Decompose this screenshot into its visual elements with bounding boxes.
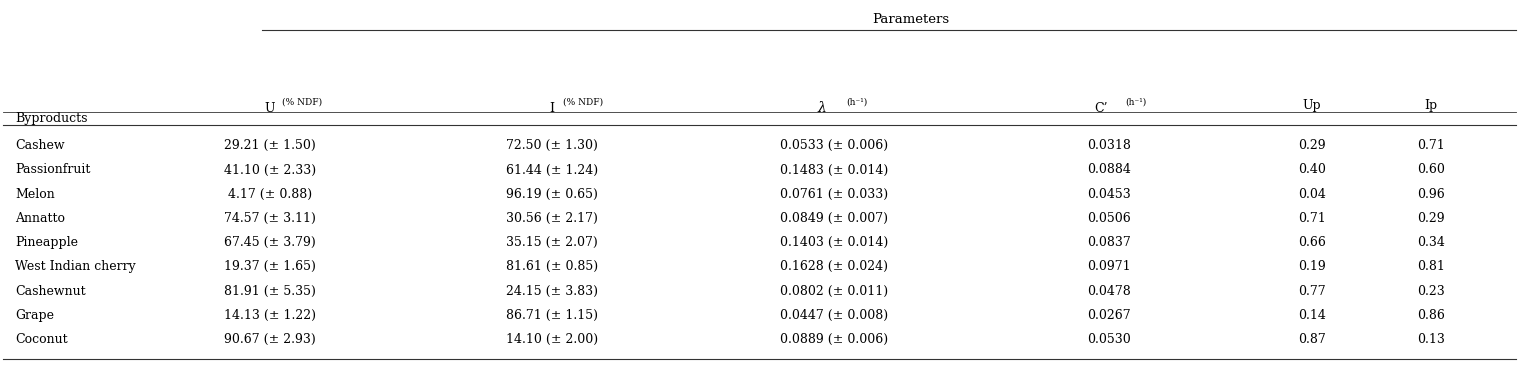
Text: 61.44 (± 1.24): 61.44 (± 1.24)	[505, 163, 599, 176]
Text: 0.1628 (± 0.024): 0.1628 (± 0.024)	[781, 261, 888, 273]
Text: 81.91 (± 5.35): 81.91 (± 5.35)	[224, 284, 315, 298]
Text: 90.67 (± 2.93): 90.67 (± 2.93)	[224, 333, 315, 346]
Text: 0.71: 0.71	[1416, 139, 1444, 152]
Text: 0.13: 0.13	[1416, 333, 1445, 346]
Text: 14.10 (± 2.00): 14.10 (± 2.00)	[505, 333, 599, 346]
Text: 0.0530: 0.0530	[1087, 333, 1130, 346]
Text: Pineapple: Pineapple	[15, 236, 78, 249]
Text: 0.66: 0.66	[1298, 236, 1326, 249]
Text: 0.0533 (± 0.006): 0.0533 (± 0.006)	[781, 139, 888, 152]
Text: 0.86: 0.86	[1416, 309, 1445, 322]
Text: 0.0889 (± 0.006): 0.0889 (± 0.006)	[781, 333, 888, 346]
Text: 0.0837: 0.0837	[1087, 236, 1130, 249]
Text: 0.0971: 0.0971	[1087, 261, 1130, 273]
Text: (% NDF): (% NDF)	[562, 97, 603, 107]
Text: 0.0267: 0.0267	[1087, 309, 1130, 322]
Text: 4.17 (± 0.88): 4.17 (± 0.88)	[228, 188, 312, 201]
Text: (% NDF): (% NDF)	[282, 97, 322, 107]
Text: (h⁻¹): (h⁻¹)	[847, 97, 868, 107]
Text: 0.0884: 0.0884	[1087, 163, 1131, 176]
Text: Byproducts: Byproducts	[15, 112, 87, 125]
Text: Passionfruit: Passionfruit	[15, 163, 90, 176]
Text: 67.45 (± 3.79): 67.45 (± 3.79)	[224, 236, 315, 249]
Text: 41.10 (± 2.33): 41.10 (± 2.33)	[224, 163, 315, 176]
Text: Cashewnut: Cashewnut	[15, 284, 86, 298]
Text: 0.34: 0.34	[1416, 236, 1445, 249]
Text: Up: Up	[1303, 99, 1321, 111]
Text: 0.29: 0.29	[1298, 139, 1326, 152]
Text: Ip: Ip	[1424, 99, 1438, 111]
Text: 96.19 (± 0.65): 96.19 (± 0.65)	[507, 188, 599, 201]
Text: Melon: Melon	[15, 188, 55, 201]
Text: 30.56 (± 2.17): 30.56 (± 2.17)	[507, 212, 599, 225]
Text: 0.0447 (± 0.008): 0.0447 (± 0.008)	[781, 309, 888, 322]
Text: 0.0802 (± 0.011): 0.0802 (± 0.011)	[781, 284, 888, 298]
Text: 0.0506: 0.0506	[1087, 212, 1130, 225]
Text: C’: C’	[1095, 103, 1108, 115]
Text: 29.21 (± 1.50): 29.21 (± 1.50)	[224, 139, 315, 152]
Text: 0.0761 (± 0.033): 0.0761 (± 0.033)	[781, 188, 888, 201]
Text: 0.0478: 0.0478	[1087, 284, 1130, 298]
Text: 0.77: 0.77	[1298, 284, 1326, 298]
Text: 81.61 (± 0.85): 81.61 (± 0.85)	[505, 261, 599, 273]
Text: Parameters: Parameters	[871, 13, 949, 25]
Text: Coconut: Coconut	[15, 333, 67, 346]
Text: λ: λ	[818, 101, 827, 115]
Text: West Indian cherry: West Indian cherry	[15, 261, 136, 273]
Text: 86.71 (± 1.15): 86.71 (± 1.15)	[505, 309, 599, 322]
Text: U: U	[265, 103, 276, 115]
Text: Cashew: Cashew	[15, 139, 64, 152]
Text: 0.1483 (± 0.014): 0.1483 (± 0.014)	[779, 163, 888, 176]
Text: 0.60: 0.60	[1416, 163, 1445, 176]
Text: 0.14: 0.14	[1298, 309, 1326, 322]
Text: 0.29: 0.29	[1416, 212, 1444, 225]
Text: 0.71: 0.71	[1298, 212, 1326, 225]
Text: 0.81: 0.81	[1416, 261, 1445, 273]
Text: 0.96: 0.96	[1416, 188, 1444, 201]
Text: Grape: Grape	[15, 309, 54, 322]
Text: 72.50 (± 1.30): 72.50 (± 1.30)	[507, 139, 599, 152]
Text: I: I	[550, 103, 554, 115]
Text: 35.15 (± 2.07): 35.15 (± 2.07)	[507, 236, 597, 249]
Text: 0.40: 0.40	[1298, 163, 1326, 176]
Text: Annatto: Annatto	[15, 212, 64, 225]
Text: (h⁻¹): (h⁻¹)	[1125, 97, 1147, 107]
Text: 74.57 (± 3.11): 74.57 (± 3.11)	[224, 212, 315, 225]
Text: 0.87: 0.87	[1298, 333, 1326, 346]
Text: 0.0318: 0.0318	[1087, 139, 1131, 152]
Text: 0.0849 (± 0.007): 0.0849 (± 0.007)	[781, 212, 888, 225]
Text: 0.19: 0.19	[1298, 261, 1326, 273]
Text: 0.04: 0.04	[1298, 188, 1326, 201]
Text: 14.13 (± 1.22): 14.13 (± 1.22)	[224, 309, 315, 322]
Text: 0.1403 (± 0.014): 0.1403 (± 0.014)	[779, 236, 888, 249]
Text: 0.23: 0.23	[1416, 284, 1444, 298]
Text: 0.0453: 0.0453	[1087, 188, 1130, 201]
Text: 24.15 (± 3.83): 24.15 (± 3.83)	[505, 284, 599, 298]
Text: 19.37 (± 1.65): 19.37 (± 1.65)	[224, 261, 315, 273]
